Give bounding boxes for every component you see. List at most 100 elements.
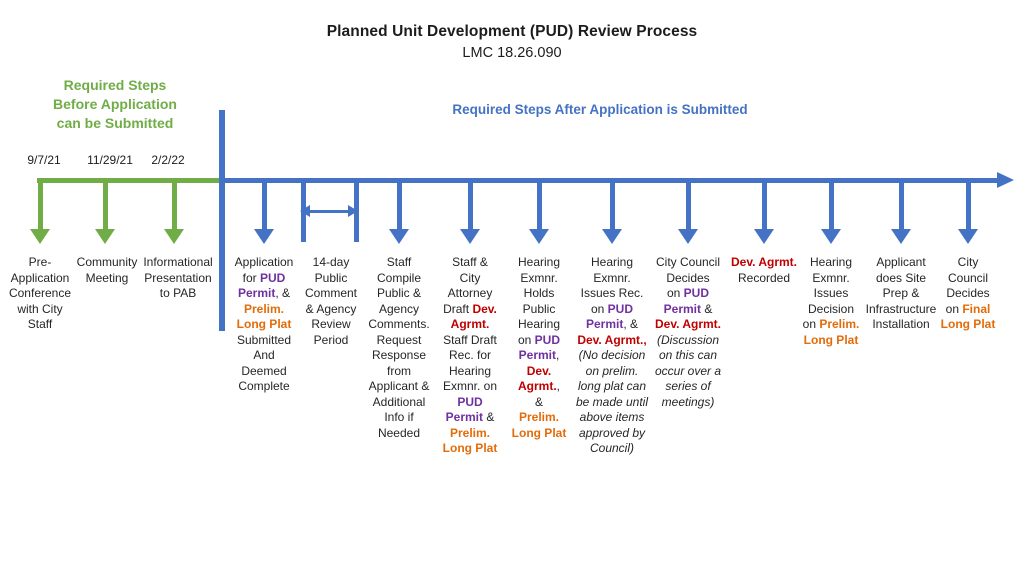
step-label-segment: Hearing bbox=[809, 255, 853, 269]
step-label-segment: Info if bbox=[384, 410, 414, 424]
step-label-segment: on bbox=[517, 332, 535, 347]
step-label-segment: And bbox=[253, 348, 275, 362]
step-label-segment: Permit bbox=[663, 301, 701, 316]
step-label-segment: (Discussion bbox=[656, 332, 719, 347]
step-label-segment: Permit bbox=[518, 348, 556, 362]
step-label-segment: on bbox=[945, 301, 963, 316]
before-step-arrow-icon bbox=[164, 229, 184, 244]
before-step-label: Informational Presentation to PAB bbox=[123, 255, 233, 302]
step-label-segment: Long Plat bbox=[803, 332, 859, 347]
step-label-segment: Application bbox=[10, 270, 70, 285]
step-label-segment: approved by bbox=[578, 425, 646, 440]
step-label-segment: & Agency bbox=[305, 301, 357, 316]
step-label-segment: Dev. Agrmt. bbox=[730, 255, 797, 269]
step-label-segment: PUD bbox=[683, 286, 710, 300]
step-label-segment: Infrastructure bbox=[865, 301, 937, 316]
step-label-segment: for bbox=[242, 270, 260, 285]
step-label-segment: Hearing bbox=[448, 363, 492, 378]
step-label-segment: Prelim. bbox=[243, 301, 285, 316]
step-label-segment: Exmnr. bbox=[593, 270, 631, 285]
step-label-segment: Comments. bbox=[368, 317, 430, 331]
after-step-label: City Council Decides on PUD Permit & Dev. Ag… bbox=[633, 255, 743, 410]
after-step-arrow-icon bbox=[754, 229, 774, 244]
step-label-segment: occur over a bbox=[654, 363, 722, 378]
comment-period-left-arrow-icon bbox=[300, 205, 310, 217]
after-step-arrow-icon bbox=[602, 229, 622, 244]
step-label-segment: on prelim. bbox=[585, 363, 639, 378]
after-application-heading: Required Steps After Application is Subm… bbox=[452, 102, 748, 117]
after-step-label: Hearing Exmnr. Holds Public Hearing on PUD Per… bbox=[484, 255, 594, 441]
step-label-segment: Submitted bbox=[236, 332, 292, 347]
step-label-segment: Conference bbox=[8, 286, 72, 300]
step-label-segment: Dev. bbox=[472, 301, 497, 316]
step-label-segment: Issues Rec. bbox=[580, 286, 644, 300]
after-step-arrow-icon bbox=[678, 229, 698, 244]
step-label-segment: Response bbox=[371, 348, 427, 362]
after-step-label: 14-day Public Comment & Agency Review Period bbox=[276, 255, 386, 348]
after-step-arrow-shaft bbox=[468, 183, 473, 229]
step-label-segment: Applicant & bbox=[368, 379, 430, 393]
timeline-before-segment bbox=[37, 178, 222, 183]
after-step-label: Applicant does Site Prep & Infrastructure In… bbox=[846, 255, 956, 333]
step-label-segment: long plat can bbox=[577, 379, 647, 393]
step-label-segment: , & bbox=[623, 317, 639, 331]
after-step-arrow-shaft bbox=[397, 183, 402, 229]
after-step-arrow-shaft bbox=[829, 183, 834, 229]
step-label-segment: above items bbox=[579, 410, 645, 424]
step-label-segment: Permit bbox=[445, 410, 483, 424]
step-label-segment: Public & bbox=[376, 286, 422, 300]
step-label-segment: 14-day bbox=[312, 255, 350, 269]
after-step-arrow-shaft bbox=[686, 183, 691, 229]
step-date: 11/29/21 bbox=[87, 153, 133, 167]
after-step-arrow-icon bbox=[821, 229, 841, 244]
step-label-segment: on bbox=[590, 301, 608, 316]
step-label-segment: Decides bbox=[666, 270, 710, 285]
step-label-segment: Needed bbox=[377, 425, 421, 440]
step-label-segment: Draft bbox=[443, 301, 473, 316]
step-label-segment: Long Plat bbox=[236, 317, 292, 331]
step-label-segment: Hearing bbox=[517, 317, 561, 331]
step-label-segment: Permit bbox=[585, 317, 624, 331]
step-label-segment: meetings) bbox=[661, 394, 715, 409]
comment-period-right-arrow-icon bbox=[348, 205, 358, 217]
step-label-segment: Staff bbox=[386, 255, 412, 269]
step-label-segment: Request bbox=[376, 332, 422, 347]
step-label-segment: Compile bbox=[376, 270, 421, 285]
step-label-segment: Recorded bbox=[737, 270, 791, 285]
step-label-segment: Exmnr. bbox=[520, 270, 558, 285]
step-label-segment: PUD bbox=[457, 394, 483, 409]
before-step-arrow-icon bbox=[95, 229, 115, 244]
before-application-heading: Required Steps Before Application can be S… bbox=[53, 77, 177, 131]
before-step-arrow-shaft bbox=[172, 183, 177, 229]
step-label-segment: & bbox=[701, 301, 713, 316]
step-label-segment: on this can bbox=[658, 348, 718, 362]
step-label-segment: Review bbox=[311, 317, 351, 331]
timeline-after-segment bbox=[222, 178, 998, 183]
step-label-segment: Holds bbox=[523, 286, 555, 300]
after-step-arrow-icon bbox=[254, 229, 274, 244]
step-label-segment: Hearing bbox=[517, 255, 561, 269]
after-step-arrow-shaft bbox=[262, 183, 267, 229]
step-label-segment: Decides bbox=[946, 286, 990, 300]
step-label-segment: Council) bbox=[589, 441, 634, 455]
step-label-segment: Long Plat bbox=[442, 441, 498, 455]
step-label-segment: PUD bbox=[534, 332, 561, 347]
step-label-segment: Public bbox=[314, 270, 348, 285]
step-label-segment: Long Plat bbox=[940, 317, 996, 331]
step-label-segment: series of bbox=[665, 379, 711, 393]
application-submitted-divider bbox=[219, 110, 225, 331]
step-label-segment: City bbox=[459, 270, 481, 285]
step-label-segment: , bbox=[556, 379, 560, 393]
step-label-segment: Exmnr. on bbox=[442, 379, 498, 393]
diagram-title: Planned Unit Development (PUD) Review Pr… bbox=[326, 23, 698, 40]
after-step-label: Application for PUD Permit, & Prelim. Long P… bbox=[209, 255, 319, 395]
comment-period-span-line bbox=[309, 210, 349, 213]
step-label-segment: Installation bbox=[872, 317, 930, 331]
step-label-segment: Staff Draft bbox=[443, 332, 497, 347]
after-step-arrow-shaft bbox=[966, 183, 971, 229]
step-label-segment: Staff & bbox=[452, 255, 488, 269]
step-label-segment: on bbox=[666, 286, 684, 300]
step-label-segment: PUD bbox=[607, 301, 634, 316]
after-step-label: Dev. Agrmt. Recorded bbox=[709, 255, 819, 286]
